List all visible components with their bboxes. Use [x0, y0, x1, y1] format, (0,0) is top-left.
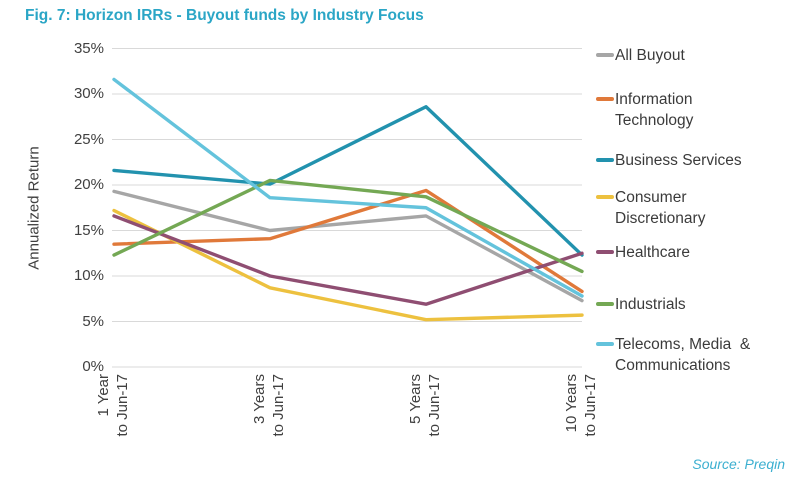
legend-label: Telecoms, Media & Communications: [615, 336, 751, 374]
series-line-industrials: [112, 178, 584, 274]
chart-title: Fig. 7: Horizon IRRs - Buyout funds by I…: [25, 7, 424, 24]
series-line-healthcare: [112, 214, 584, 306]
series-line-information-technology: [112, 188, 584, 294]
series-line-telecoms-media-communications: [112, 77, 584, 298]
x-axis-label-line: to Jun-17: [426, 374, 443, 437]
x-axis-label-line: 10 Years: [563, 374, 580, 433]
legend-label: Industrials: [615, 296, 686, 313]
series-line-consumer-discretionary: [112, 208, 584, 322]
legend-swatch-telecoms-media-communications: [596, 342, 614, 346]
legend-label: Information Technology: [615, 91, 694, 129]
legend-item-telecoms-media-communications: Telecoms, Media & Communications: [596, 334, 750, 376]
source-note: Source: Preqin: [692, 456, 785, 472]
y-tick-label: 5%: [82, 312, 104, 330]
x-axis-label-line: to Jun-17: [270, 374, 287, 437]
series-line-all-buyout: [112, 189, 584, 303]
legend-swatch-industrials: [596, 302, 614, 306]
legend-swatch-healthcare: [596, 250, 614, 254]
x-axis-label: 1 Year to Jun-17: [94, 374, 132, 437]
y-tick-label: 15%: [73, 221, 104, 239]
legend-swatch-business-services: [596, 158, 614, 162]
legend-item-information-technology: Information Technology: [596, 89, 693, 131]
legend-item-all-buyout: All Buyout: [596, 45, 685, 66]
x-axis-label-line: 3 Years: [251, 374, 268, 425]
legend-item-healthcare: Healthcare: [596, 242, 690, 263]
x-axis-label: 10 Years to Jun-17: [562, 374, 600, 437]
legend-label: Healthcare: [615, 244, 690, 261]
legend-swatch-information-technology: [596, 97, 614, 101]
y-tick-label: 25%: [73, 130, 104, 148]
legend-label: Consumer Discretionary: [615, 189, 706, 227]
x-axis-label-line: 5 Years: [407, 374, 424, 425]
legend-item-consumer-discretionary: Consumer Discretionary: [596, 187, 705, 229]
legend-label: All Buyout: [615, 47, 685, 64]
x-axis-label-line: to Jun-17: [114, 374, 131, 437]
legend-item-business-services: Business Services: [596, 150, 742, 171]
legend-swatch-all-buyout: [596, 53, 614, 57]
x-axis-label: 3 Years to Jun-17: [250, 374, 288, 437]
x-axis-label: 5 Years to Jun-17: [406, 374, 444, 437]
y-tick-label: 30%: [73, 85, 104, 102]
legend-swatch-consumer-discretionary: [596, 195, 614, 199]
y-tick-label: 0%: [82, 358, 104, 375]
y-tick-label: 35%: [73, 39, 104, 57]
y-tick-label: 20%: [73, 176, 104, 193]
series-line-business-services: [112, 105, 584, 257]
x-axis-label-line: to Jun-17: [582, 374, 599, 437]
legend-label: Business Services: [615, 152, 742, 169]
legend-item-industrials: Industrials: [596, 294, 686, 315]
y-tick-label: 10%: [73, 267, 104, 284]
x-axis-label-line: 1 Year: [95, 374, 112, 417]
